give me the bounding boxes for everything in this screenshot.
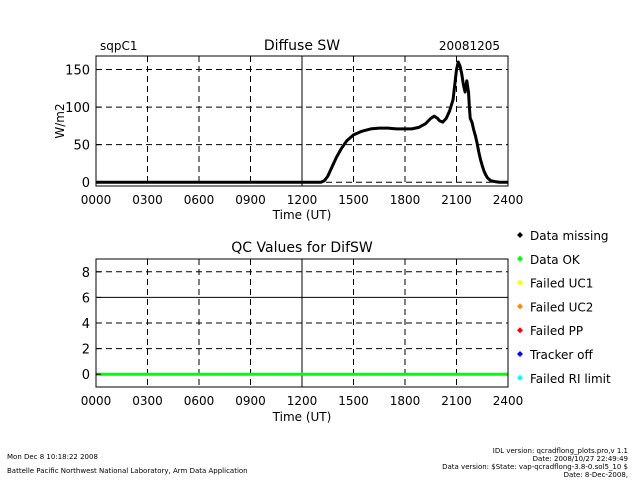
date-label: 20081205 xyxy=(439,39,500,53)
c2-xtick-label: 1500 xyxy=(338,394,369,408)
chart1-frame xyxy=(95,55,509,187)
c1-series-line-0 xyxy=(96,60,508,184)
legend-item: Data OK xyxy=(517,253,581,267)
c2-ytick-label: 4 xyxy=(82,317,90,332)
chart1-y-ticks: 0 50 100 150 xyxy=(65,64,101,191)
legend-label: Failed UC2 xyxy=(530,300,593,314)
c2-xtick-label: 1800 xyxy=(390,394,421,408)
chart1-grid xyxy=(96,56,508,186)
legend-marker xyxy=(517,232,523,238)
footer-credit: Battelle Pacific Northwest National Labo… xyxy=(7,467,248,475)
legend-label: Failed RI limit xyxy=(530,372,611,386)
chart1-xlabel: Time (UT) xyxy=(272,208,332,222)
legend-marker xyxy=(517,351,523,357)
legend-label: Failed UC1 xyxy=(530,277,593,291)
chart1-ylabel: W/m2 xyxy=(53,103,67,138)
site-label: sqpC1 xyxy=(100,39,138,53)
c1-xtick-label: 1800 xyxy=(390,193,421,207)
c2-xtick-label: 2400 xyxy=(493,394,524,408)
footer-data-date: Date: 8-Dec-2008, xyxy=(563,471,628,479)
legend-marker xyxy=(517,255,523,262)
chart2-y-ticks: 0 2 4 6 8 xyxy=(82,266,101,383)
legend-label: Failed PP xyxy=(530,324,583,338)
c1-xtick-label: 2100 xyxy=(441,193,472,207)
footer-version-date: Date: 2008/10/27 22:49:49 xyxy=(532,455,628,463)
footer-idl-version: IDL version: qcradflong_plots.pro,v 1.1 xyxy=(492,447,628,455)
legend-item: Data missing xyxy=(517,229,609,243)
legend-marker xyxy=(517,327,523,334)
legend-item: Failed PP xyxy=(517,324,583,338)
c2-xtick-label: 0900 xyxy=(235,394,266,408)
c2-xtick-label: 1200 xyxy=(287,394,318,408)
legend-label: Tracker off xyxy=(529,348,593,362)
legend-marker xyxy=(517,279,523,286)
chart2-xlabel: Time (UT) xyxy=(272,410,332,424)
legend-label: Data missing xyxy=(530,229,609,243)
c2-ytick-label: 8 xyxy=(82,266,90,281)
c1-xtick-label: 2400 xyxy=(493,193,524,207)
chart1-x-ticks: 0000 0300 0600 0900 1200 1500 1800 2100 2400 xyxy=(81,193,524,207)
legend-item: Failed RI limit xyxy=(517,372,611,386)
qc-legend: Data missing Data OK Failed UC1 Failed UC2 F… xyxy=(517,229,611,386)
c1-ytick-label: 100 xyxy=(65,101,90,116)
chart1-series xyxy=(96,60,508,184)
c2-ytick-label: 0 xyxy=(82,368,90,383)
c1-xtick-label: 0600 xyxy=(184,193,215,207)
chart2-title: QC Values for DifSW xyxy=(231,240,373,256)
c1-ytick-label: 50 xyxy=(73,139,90,154)
legend-item: Tracker off xyxy=(517,348,593,362)
chart2-grid xyxy=(96,259,508,387)
legend-item: Failed UC1 xyxy=(517,277,593,291)
c2-ytick-label: 6 xyxy=(82,291,90,306)
legend-label: Data OK xyxy=(530,253,581,267)
c2-xtick-label: 0300 xyxy=(132,394,163,408)
c1-xtick-label: 1200 xyxy=(287,193,318,207)
c1-xtick-label: 1500 xyxy=(338,193,369,207)
legend-marker xyxy=(517,374,523,381)
chart2-x-ticks: 0000 0300 0600 0900 1200 1500 1800 2100 2400 xyxy=(81,394,524,408)
footer-timestamp: Mon Dec 8 10:18:22 2008 xyxy=(7,453,98,461)
chart1-title: Diffuse SW xyxy=(264,38,340,54)
c1-xtick-label: 0900 xyxy=(235,193,266,207)
c2-xtick-label: 0600 xyxy=(184,394,215,408)
c1-ytick-label: 0 xyxy=(82,176,90,191)
c1-xtick-label: 0300 xyxy=(132,193,163,207)
legend-marker xyxy=(517,303,523,310)
diffuse-sw-chart: sqpC1 Diffuse SW 20081205 0000 0300 0600 09… xyxy=(53,38,523,222)
c2-ytick-label: 2 xyxy=(82,343,90,358)
c1-ytick-label: 150 xyxy=(65,64,90,79)
qc-values-chart: QC Values for DifSW 0000 0300 0600 0900 1200… xyxy=(81,240,524,424)
footer-data-version: Data version: $State: vap-qcradflong-3.8… xyxy=(442,463,628,471)
c2-xtick-label: 0000 xyxy=(81,394,112,408)
c1-xtick-label: 0000 xyxy=(81,193,112,207)
c2-xtick-label: 2100 xyxy=(441,394,472,408)
legend-item: Failed UC2 xyxy=(517,300,593,314)
